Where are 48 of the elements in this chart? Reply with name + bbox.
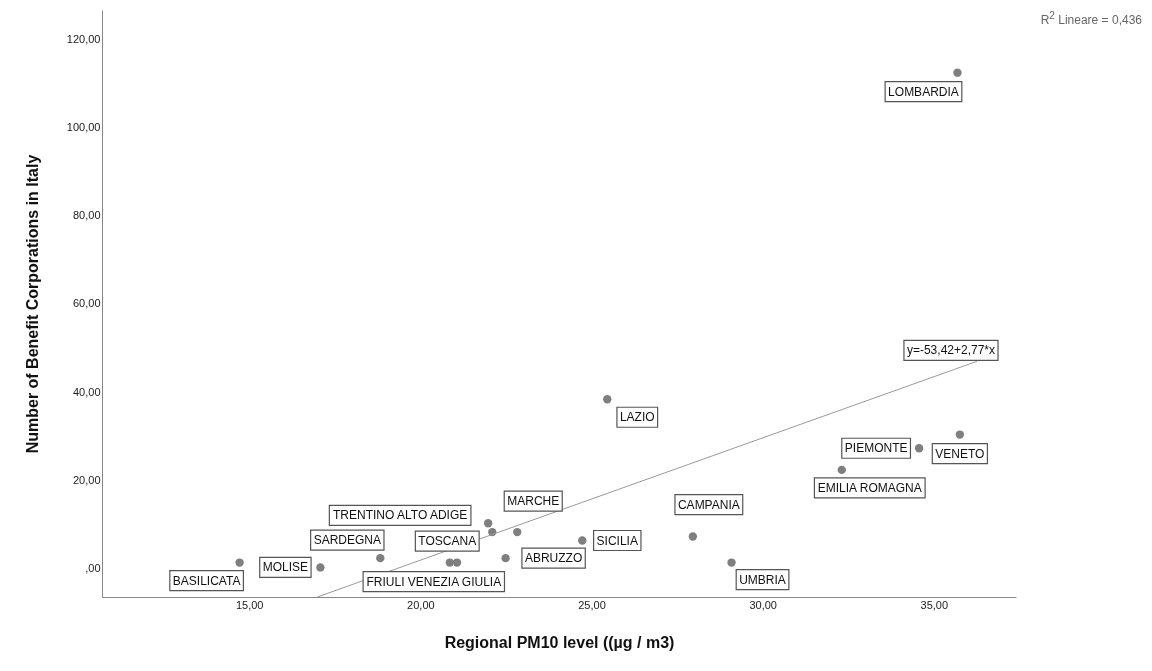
annotation: MARCHE (507, 494, 560, 509)
point (376, 553, 385, 563)
y-tick-label: 40,00 (72, 385, 101, 398)
point (483, 519, 493, 528)
point (914, 444, 924, 453)
y-tick-label: 60,00 (72, 297, 101, 310)
text: R$^{2}$ Lineare = 0,436 (1040, 10, 1142, 27)
point (316, 563, 325, 572)
point (452, 558, 462, 567)
annotation: CAMPANIA (677, 497, 740, 512)
annotation: ABRUZZO (524, 551, 583, 566)
annotation: TRENTINO ALTO ADIGE (333, 508, 468, 523)
annotation: FRIULI VENEZIA GIULIA (366, 574, 502, 589)
x-tick-label: 15,00 (235, 598, 264, 611)
annotation: EMILIA ROMAGNA (817, 480, 922, 495)
x-tick-label: 35,00 (920, 598, 949, 611)
point (727, 558, 736, 567)
point (953, 68, 962, 77)
annotation: UMBRIA (739, 572, 786, 587)
y-tick-label: ,00 (85, 562, 101, 575)
x-tick-label: 30,00 (749, 598, 777, 611)
y-axis-title: Number of Benefit Corporations in Italy (23, 154, 41, 454)
annotation: PIEMONTE (844, 441, 908, 456)
point (603, 395, 612, 404)
y-tick-label: 100,00 (66, 120, 101, 133)
point (235, 558, 244, 567)
point (501, 553, 510, 563)
x-axis-title: Regional PM10 level ((µg / m3) (444, 633, 675, 651)
y-tick-label: 80,00 (72, 209, 101, 222)
point (955, 430, 965, 439)
annotation: LOMBARDIA (888, 84, 959, 99)
annotation: SARDEGNA (313, 533, 381, 548)
annotation: MOLISE (262, 560, 309, 575)
annotation: LAZIO (619, 410, 655, 425)
annotation: TOSCANA (418, 534, 477, 549)
y-tick-label: 20,00 (72, 473, 101, 486)
x-tick-label: 25,00 (578, 598, 606, 611)
point (688, 532, 698, 541)
annotation: VENETO (935, 446, 985, 461)
point (578, 536, 587, 545)
annotation: SICILIA (596, 533, 638, 548)
x-tick-label: 20,00 (407, 598, 435, 611)
point (513, 527, 522, 537)
y-tick-label: 120,00 (66, 32, 101, 45)
point (445, 558, 454, 567)
point (837, 465, 846, 475)
annotation: BASILICATA (172, 573, 241, 588)
annotation: y=-53,42+2,77*x (906, 343, 996, 358)
